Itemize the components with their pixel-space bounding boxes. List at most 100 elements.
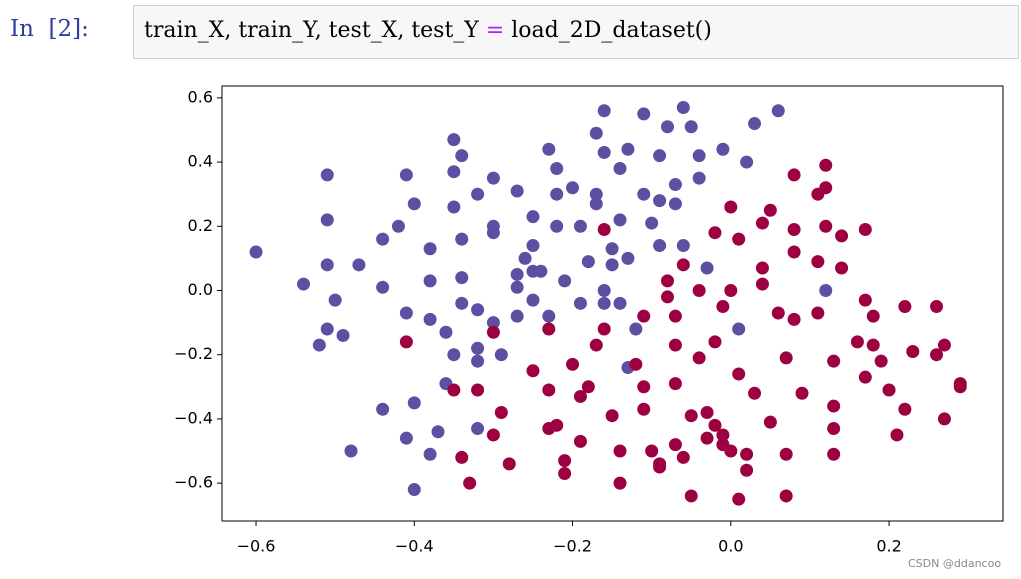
point xyxy=(692,351,706,365)
point xyxy=(660,290,674,304)
point xyxy=(566,357,580,371)
point xyxy=(732,367,746,381)
point xyxy=(558,454,572,468)
point xyxy=(558,274,572,288)
y-tick-label: 0.6 xyxy=(188,87,213,106)
point xyxy=(352,258,366,272)
point xyxy=(748,117,762,131)
point xyxy=(621,142,635,156)
code-token: train_X, train_Y, test_X, test_Y xyxy=(144,18,486,43)
point xyxy=(700,405,714,419)
point xyxy=(550,219,564,233)
point xyxy=(763,203,777,217)
point xyxy=(589,126,603,140)
point xyxy=(597,145,611,159)
point xyxy=(953,377,967,391)
point xyxy=(597,223,611,237)
point xyxy=(708,226,722,240)
point xyxy=(542,309,556,323)
point xyxy=(866,309,880,323)
point xyxy=(787,223,801,237)
point xyxy=(471,187,485,201)
point xyxy=(423,447,437,461)
point xyxy=(518,251,532,265)
point xyxy=(930,348,944,362)
point xyxy=(249,245,263,259)
point xyxy=(597,296,611,310)
point xyxy=(937,412,951,426)
point xyxy=(811,255,825,269)
y-tick-label: −0.2 xyxy=(174,344,213,363)
point xyxy=(510,267,524,281)
point xyxy=(573,389,587,403)
point xyxy=(447,383,461,397)
point xyxy=(336,328,350,342)
point xyxy=(653,194,667,208)
point xyxy=(494,405,508,419)
code: train_X, train_Y, test_X, test_Y = load_… xyxy=(144,18,712,43)
point xyxy=(692,171,706,185)
point xyxy=(463,476,477,490)
point xyxy=(399,168,413,182)
point xyxy=(819,158,833,172)
point xyxy=(447,165,461,179)
point xyxy=(558,466,572,480)
point xyxy=(605,242,619,256)
point xyxy=(771,306,785,320)
point xyxy=(732,232,746,246)
point xyxy=(708,335,722,349)
point xyxy=(494,348,508,362)
point xyxy=(550,187,564,201)
point xyxy=(320,168,334,182)
point xyxy=(320,213,334,227)
point xyxy=(510,184,524,198)
point xyxy=(653,239,667,253)
point xyxy=(486,428,500,442)
point xyxy=(700,431,714,445)
point xyxy=(653,149,667,163)
x-tick-label: 0.0 xyxy=(718,537,743,556)
point xyxy=(613,296,627,310)
point xyxy=(724,200,738,214)
point xyxy=(874,354,888,368)
code-cell[interactable]: train_X, train_Y, test_X, test_Y = load_… xyxy=(133,5,1019,59)
point xyxy=(827,447,841,461)
point xyxy=(930,300,944,314)
watermark: CSDN @ddancoo xyxy=(908,557,1002,570)
point xyxy=(297,277,311,291)
point xyxy=(344,444,358,458)
point xyxy=(668,377,682,391)
point xyxy=(471,354,485,368)
point xyxy=(898,300,912,314)
x-tick-label: −0.2 xyxy=(553,537,592,556)
point xyxy=(668,438,682,452)
point xyxy=(542,142,556,156)
point xyxy=(660,120,674,134)
point xyxy=(589,187,603,201)
point xyxy=(645,216,659,230)
point xyxy=(573,219,587,233)
point xyxy=(732,492,746,506)
point xyxy=(819,283,833,297)
point xyxy=(471,383,485,397)
point xyxy=(455,450,469,464)
point xyxy=(376,402,390,416)
point xyxy=(399,431,413,445)
point xyxy=(779,351,793,365)
point xyxy=(486,316,500,330)
point xyxy=(771,104,785,118)
point xyxy=(550,162,564,176)
y-tick-label: 0.0 xyxy=(188,280,213,299)
point xyxy=(526,239,540,253)
point xyxy=(526,364,540,378)
point xyxy=(819,181,833,195)
point xyxy=(423,312,437,326)
point xyxy=(447,200,461,214)
point xyxy=(471,341,485,355)
point xyxy=(835,229,849,243)
x-tick-label: −0.4 xyxy=(395,537,434,556)
point xyxy=(597,283,611,297)
x-tick-label: 0.2 xyxy=(876,537,901,556)
point xyxy=(573,434,587,448)
point xyxy=(795,386,809,400)
